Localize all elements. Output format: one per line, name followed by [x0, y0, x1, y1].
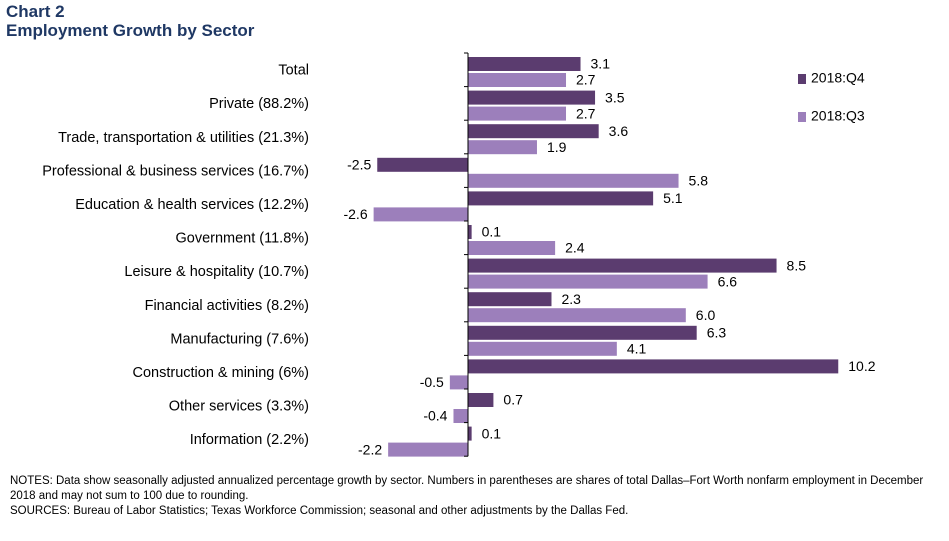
- bar-q4: [468, 359, 839, 374]
- data-label-q3: -2.6: [343, 206, 367, 222]
- chart-title: Employment Growth by Sector: [6, 21, 255, 40]
- data-label-q3: 4.1: [627, 341, 647, 357]
- data-label-q3: 6.0: [696, 307, 716, 323]
- legend-label-q3: 2018:Q3: [811, 108, 865, 124]
- data-label-q3: 1.9: [547, 139, 567, 155]
- legend-swatch-q4: [798, 74, 806, 84]
- bar-q3: [468, 274, 708, 289]
- bar-q3: [468, 341, 617, 356]
- category-label: Manufacturing (7.6%): [170, 331, 309, 347]
- data-label-q4: 2.3: [561, 291, 581, 307]
- bar-q4: [468, 90, 596, 105]
- bar-q3: [468, 106, 567, 121]
- data-label-q4: 5.1: [663, 190, 683, 206]
- category-label: Financial activities (8.2%): [145, 298, 309, 314]
- bar-q4: [468, 393, 494, 407]
- category-label: Education & health services (12.2%): [75, 197, 309, 213]
- data-label-q4: 10.2: [848, 358, 875, 374]
- data-label-q4: -2.5: [347, 157, 371, 173]
- category-label: Private (88.2%): [209, 96, 309, 112]
- bar-q3: [468, 308, 686, 323]
- data-label-q4: 8.5: [787, 257, 807, 273]
- category-label: Other services (3.3%): [169, 399, 309, 415]
- bar-q3: [468, 73, 567, 87]
- bar-q3: [449, 375, 468, 390]
- data-label-q4: 3.5: [605, 89, 625, 105]
- data-label-q3: 5.8: [689, 173, 709, 189]
- sources-text: SOURCES: Bureau of Labor Statistics; Tex…: [10, 505, 629, 517]
- data-label-q3: -0.4: [423, 408, 447, 424]
- bar-q3: [468, 241, 556, 255]
- bar-q4: [468, 124, 599, 139]
- chart-area: Total 3.1 2.7 Private (88.2%) 3.5 2.7 Trade, t…: [42, 52, 876, 457]
- bar-q3: [388, 442, 468, 457]
- category-label: Professional & business services (16.7%): [42, 163, 309, 179]
- category-label: Leisure & hospitality (10.7%): [124, 264, 309, 280]
- bar-q4: [468, 258, 777, 273]
- bar-q3: [468, 140, 537, 155]
- chart-title-block: Chart 2 Employment Growth by Sector: [6, 2, 254, 40]
- data-label-q3: 2.4: [565, 240, 585, 256]
- bar-q4: [468, 57, 581, 71]
- bar-q4: [377, 157, 468, 172]
- data-label-q4: 0.1: [482, 425, 502, 441]
- category-label: Construction & mining (6%): [133, 365, 310, 381]
- category-label: Information (2.2%): [190, 432, 309, 448]
- data-label-q4: 0.1: [482, 224, 502, 240]
- data-label-q3: 6.6: [718, 273, 738, 289]
- data-label-q3: 2.7: [576, 105, 596, 121]
- chart-notes: NOTES: Data show seasonally adjusted ann…: [10, 474, 940, 519]
- data-label-q3: 2.7: [576, 72, 596, 88]
- bar-q3: [453, 409, 468, 423]
- data-label-q4: 3.6: [609, 123, 629, 139]
- legend-label-q4: 2018:Q4: [811, 70, 865, 86]
- data-label-q4: 6.3: [707, 325, 727, 341]
- bar-q4: [468, 191, 654, 206]
- bar-q4: [468, 426, 472, 441]
- data-label-q3: -0.5: [420, 374, 444, 390]
- data-label-q4: 3.1: [591, 56, 611, 72]
- chart-number: Chart 2: [6, 2, 65, 21]
- category-label: Total: [278, 63, 309, 79]
- bar-q4: [468, 292, 552, 307]
- data-label-q3: -2.2: [358, 441, 382, 457]
- notes-text: NOTES: Data show seasonally adjusted ann…: [10, 475, 924, 502]
- legend-swatch-q3: [798, 112, 806, 122]
- category-label: Trade, transportation & utilities (21.3%…: [58, 130, 309, 146]
- bar-q3: [468, 173, 679, 188]
- bar-q4: [468, 225, 472, 239]
- bar-q4: [468, 325, 697, 340]
- category-label: Government (11.8%): [175, 231, 309, 247]
- data-label-q4: 0.7: [503, 392, 523, 408]
- bar-q3: [373, 207, 468, 222]
